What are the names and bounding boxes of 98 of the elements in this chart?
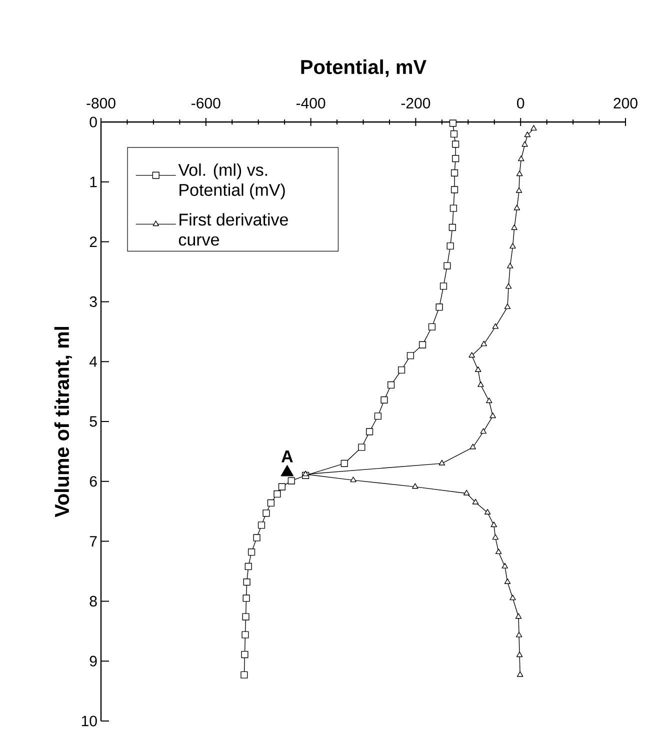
point xyxy=(511,224,518,230)
point xyxy=(242,613,250,620)
annotation: A xyxy=(281,450,293,462)
point xyxy=(450,186,458,194)
point xyxy=(504,578,511,584)
point xyxy=(242,631,249,638)
point xyxy=(515,613,522,619)
point xyxy=(516,671,524,677)
point xyxy=(510,243,516,249)
point xyxy=(438,460,446,466)
point xyxy=(452,154,460,162)
point xyxy=(514,204,520,210)
point xyxy=(366,428,374,436)
point xyxy=(502,562,508,568)
point xyxy=(492,323,499,329)
y-tick-label: 3 xyxy=(90,296,97,308)
x-tick-label: -200 xyxy=(401,98,430,108)
legend-label: First derivative curve xyxy=(178,213,288,246)
point xyxy=(504,304,511,310)
point xyxy=(478,381,484,387)
point xyxy=(262,510,270,517)
point xyxy=(358,444,366,451)
y-axis-title: Volume of titrant, ml xyxy=(54,326,72,518)
y-tick-label: 9 xyxy=(90,656,97,666)
point xyxy=(278,483,286,490)
point xyxy=(444,262,451,270)
point xyxy=(463,490,470,496)
point xyxy=(450,204,458,212)
point xyxy=(452,140,460,148)
point xyxy=(380,396,388,404)
legend-label: Vol. (ml) vs. Potential (mV) xyxy=(178,163,285,200)
point xyxy=(340,460,348,467)
point xyxy=(418,341,426,348)
point xyxy=(248,548,256,556)
point xyxy=(516,632,522,638)
point xyxy=(428,323,436,330)
point xyxy=(244,562,252,570)
point xyxy=(516,652,523,658)
point xyxy=(450,130,458,138)
point xyxy=(449,120,456,127)
point xyxy=(448,224,456,231)
point xyxy=(446,242,454,250)
point xyxy=(510,594,516,600)
y-tick-label: 0 xyxy=(90,116,97,128)
y-tick-label: 5 xyxy=(90,416,97,427)
point xyxy=(470,444,476,450)
y-tick-label: 6 xyxy=(90,476,97,487)
point xyxy=(440,282,448,290)
point xyxy=(468,352,475,358)
point xyxy=(486,398,492,404)
y-tick-label: 4 xyxy=(89,356,98,367)
point xyxy=(490,522,497,528)
point xyxy=(240,671,248,678)
point xyxy=(436,304,443,311)
point xyxy=(388,381,395,389)
y-tick-label: 2 xyxy=(90,236,97,248)
y-tick-label: 1 xyxy=(90,176,97,188)
x-tick-label: -600 xyxy=(192,98,220,108)
point xyxy=(280,465,294,476)
point xyxy=(350,476,356,482)
point xyxy=(267,499,274,507)
point xyxy=(480,340,488,346)
point xyxy=(524,132,531,138)
x-axis-title: Potential, mV xyxy=(301,59,426,78)
point xyxy=(506,262,514,268)
point xyxy=(518,156,524,162)
point xyxy=(253,534,260,542)
point xyxy=(505,283,512,289)
point xyxy=(258,522,266,529)
point xyxy=(492,534,499,540)
point xyxy=(412,483,418,489)
point xyxy=(480,428,486,434)
point xyxy=(398,366,406,374)
point xyxy=(490,412,496,418)
point xyxy=(374,412,382,420)
point xyxy=(530,125,537,131)
point xyxy=(474,366,482,372)
x-tick-label: 0 xyxy=(517,98,524,108)
point xyxy=(472,498,479,504)
point xyxy=(243,578,250,586)
point xyxy=(495,548,502,554)
point xyxy=(274,490,281,498)
point xyxy=(522,141,528,147)
x-tick-label: 200 xyxy=(614,98,638,108)
point xyxy=(241,650,248,658)
point xyxy=(450,169,458,176)
point xyxy=(302,470,309,476)
y-tick-label: 8 xyxy=(90,596,97,607)
point xyxy=(516,187,522,193)
point xyxy=(406,352,414,360)
point xyxy=(242,594,250,602)
x-tick-label: -800 xyxy=(86,98,116,108)
y-tick-label: 10 xyxy=(82,716,97,726)
point xyxy=(516,170,523,176)
point xyxy=(288,477,295,484)
x-tick-label: -400 xyxy=(296,98,326,108)
point xyxy=(484,509,491,514)
y-tick-label: 7 xyxy=(90,536,97,546)
